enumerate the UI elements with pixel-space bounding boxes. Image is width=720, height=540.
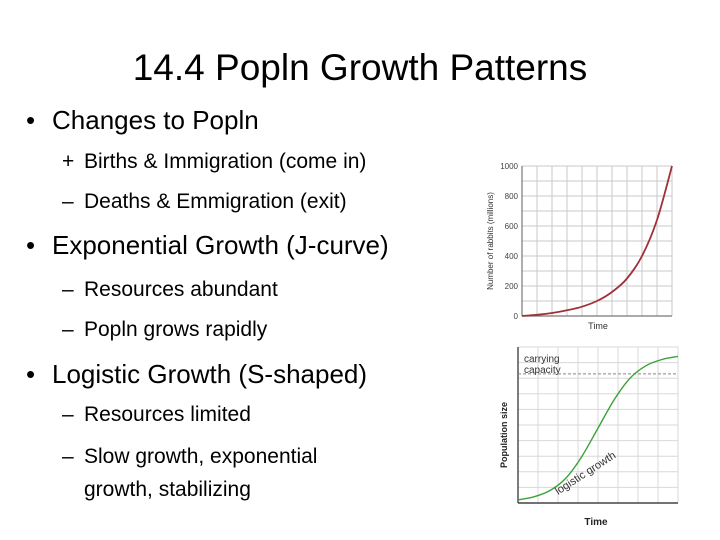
logistic-chart: carrying capacity Time Population size logis… xyxy=(494,345,680,530)
y-axis-label: Population size xyxy=(499,402,509,468)
sub-grows-rapidly: – Popln grows rapidly xyxy=(62,316,267,344)
sub-marker: – xyxy=(62,318,74,341)
y-tick-label: 0 xyxy=(514,312,519,321)
bullet-changes: • Changes to Popln xyxy=(26,104,259,136)
exponential-chart-svg: 0 200 400 600 800 1000 Time Number of rabbits (… xyxy=(486,162,673,331)
sub-marker: + xyxy=(62,150,75,173)
bullet-text: Exponential Growth (J-curve) xyxy=(52,230,389,260)
exponential-curve xyxy=(521,165,673,317)
carrying-capacity-label-line2: capacity xyxy=(524,365,561,376)
y-axis-label: Number of rabbits (millions) xyxy=(486,192,495,290)
sub-slow-growth: – Slow growth, exponential xyxy=(62,443,317,471)
sub-text: Deaths & Emmigration (exit) xyxy=(84,190,347,213)
logistic-curve xyxy=(517,355,679,501)
sub-deaths: – Deaths & Emmigration (exit) xyxy=(62,188,347,216)
sub-slow-growth-continuation: growth, stabilizing xyxy=(84,478,251,501)
sub-text: Popln grows rapidly xyxy=(84,318,268,341)
exponential-chart: 0 200 400 600 800 1000 Time Number of rabbits (… xyxy=(480,160,680,335)
y-tick-label: 800 xyxy=(505,192,519,201)
bullet-text: Logistic Growth (S-shaped) xyxy=(52,359,368,389)
bullet-logistic: • Logistic Growth (S-shaped) xyxy=(26,358,367,390)
bullet-exponential: • Exponential Growth (J-curve) xyxy=(26,229,389,261)
bullet-text: Changes to Popln xyxy=(52,105,259,135)
sub-text: Slow growth, exponential xyxy=(84,445,318,468)
slide-title: 14.4 Popln Growth Patterns xyxy=(132,47,588,88)
sub-text: Resources abundant xyxy=(84,278,278,301)
y-tick-label: 600 xyxy=(505,222,519,231)
sub-text: Births & Immigration (come in) xyxy=(84,150,367,173)
bullet-marker: • xyxy=(26,105,36,135)
sub-marker: – xyxy=(62,190,74,213)
carrying-capacity-label-line1: carrying xyxy=(524,354,560,365)
sub-marker: – xyxy=(62,278,74,301)
y-tick-label: 1000 xyxy=(500,162,518,171)
sub-marker: – xyxy=(62,445,74,468)
y-tick-label: 400 xyxy=(505,252,519,261)
x-axis-label: Time xyxy=(584,517,608,528)
sub-resources-limited: – Resources limited xyxy=(62,401,251,429)
bullet-marker: • xyxy=(26,359,36,389)
sub-text: Resources limited xyxy=(84,403,251,426)
x-axis-label: Time xyxy=(588,321,608,331)
y-tick-label: 200 xyxy=(505,282,519,291)
sub-resources-abundant: – Resources abundant xyxy=(62,276,278,304)
sub-marker: – xyxy=(62,403,74,426)
bullet-marker: • xyxy=(26,230,36,260)
sub-births: + Births & Immigration (come in) xyxy=(62,148,366,176)
